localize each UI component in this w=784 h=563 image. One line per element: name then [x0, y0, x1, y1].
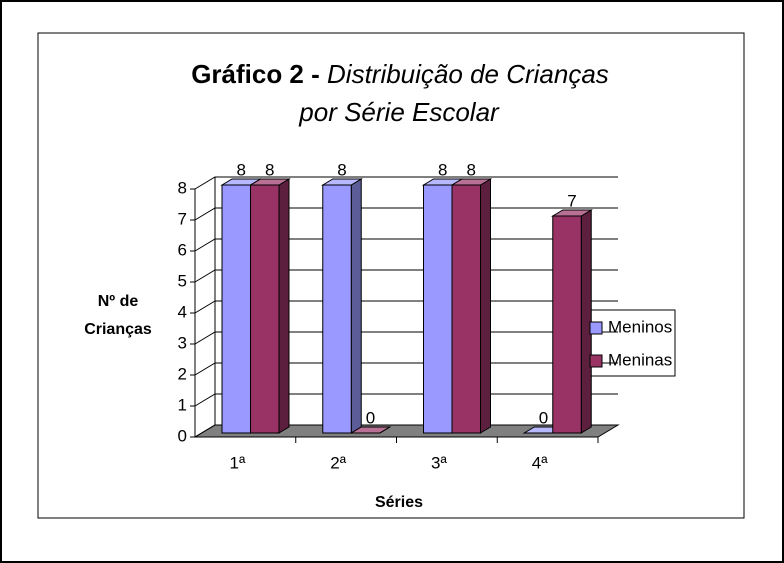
x-tick-label: 3ª — [431, 453, 447, 472]
value-label: 8 — [265, 160, 274, 179]
y-tick-label: 4 — [178, 302, 187, 321]
title-line: por Série Escolar — [298, 97, 500, 127]
x-axis-label: Séries — [375, 494, 423, 511]
bar-top — [349, 426, 392, 434]
y-tick-label: 0 — [178, 426, 187, 445]
x-tick-label: 1ª — [230, 453, 246, 472]
bar — [221, 184, 251, 434]
bar-side — [278, 178, 290, 434]
bar-top — [320, 178, 364, 186]
value-label: 8 — [337, 160, 346, 179]
value-label: 0 — [366, 408, 375, 427]
bar-top — [550, 209, 594, 217]
value-label: 8 — [438, 160, 447, 179]
grid-line — [194, 176, 618, 190]
legend-swatch — [589, 321, 603, 335]
y-axis-label: Crianças — [84, 321, 152, 338]
bar — [322, 184, 352, 434]
legend-label: Meninas — [608, 350, 672, 369]
bar-side — [350, 178, 362, 434]
bar — [250, 184, 280, 434]
bar-side — [480, 178, 491, 434]
legend-swatch — [589, 354, 603, 368]
y-tick-label: 3 — [178, 333, 187, 352]
y-tick-label: 1 — [178, 395, 187, 414]
legend-label: Meninos — [608, 317, 672, 336]
y-axis-label: Nº de — [98, 293, 139, 310]
y-tick-label: 6 — [178, 240, 187, 259]
y-tick-label: 5 — [178, 271, 187, 290]
x-tick-label: 2ª — [330, 453, 346, 472]
bar — [451, 184, 481, 434]
title-prefix: Gráfico 2 - — [191, 59, 320, 89]
x-tick-label: 4ª — [532, 453, 548, 472]
y-tick-label: 8 — [178, 178, 187, 197]
bar-top — [450, 178, 493, 186]
title-line: Distribuição de Crianças — [327, 59, 609, 89]
value-label: 8 — [467, 160, 476, 179]
y-tick-label: 2 — [178, 364, 187, 383]
value-label: 8 — [237, 160, 246, 179]
bar — [423, 184, 453, 434]
bar — [552, 215, 582, 434]
y-tick-label: 7 — [178, 209, 187, 228]
chart-title: Gráfico 2 - Distribuição de Crianças — [191, 59, 609, 89]
value-label: 7 — [567, 191, 576, 210]
value-label: 0 — [539, 408, 548, 427]
bar-top — [248, 178, 291, 186]
